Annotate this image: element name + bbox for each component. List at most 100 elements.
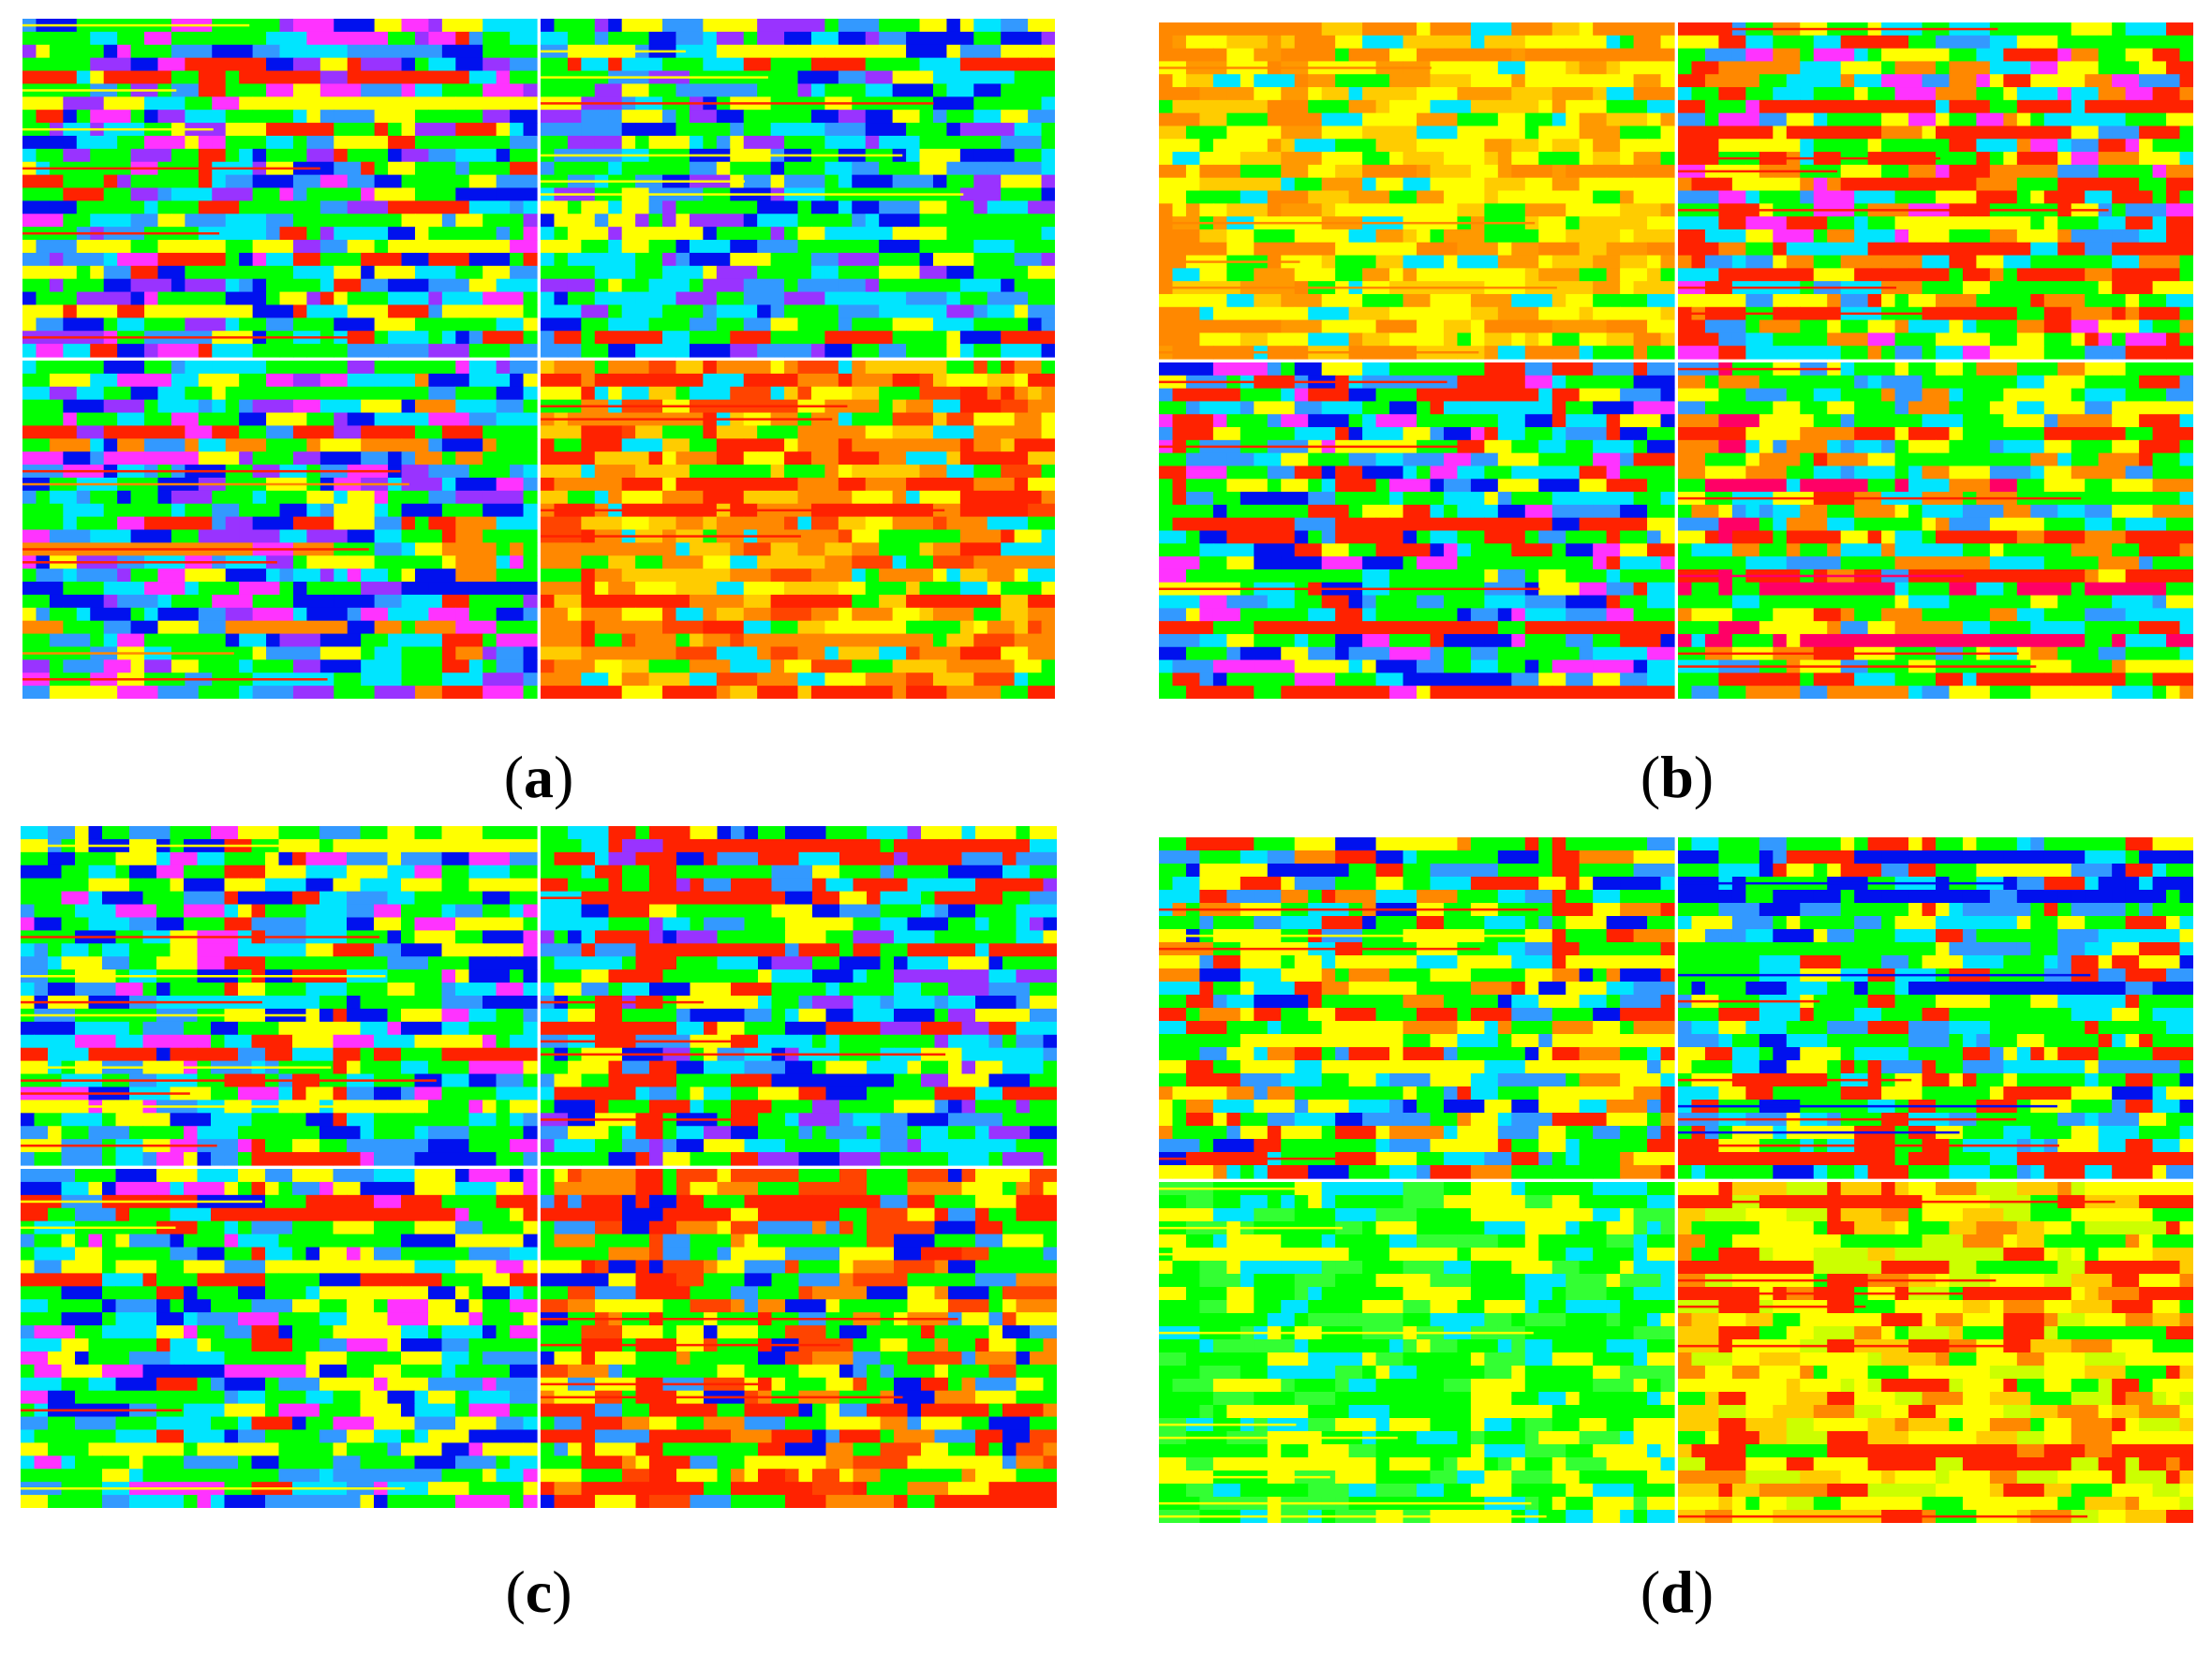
heatmap-cell	[1199, 633, 1214, 648]
heatmap-cell	[1647, 659, 1675, 673]
heatmap-cell	[1867, 517, 1896, 532]
heatmap-cell	[1718, 672, 1760, 687]
heatmap-cell	[1417, 87, 1432, 101]
heatmap-cell	[1881, 99, 1909, 114]
heatmap-cell	[785, 1021, 827, 1036]
heatmap-cell	[2071, 152, 2100, 166]
heatmap-cell	[2112, 633, 2127, 648]
heatmap-cell	[2098, 556, 2140, 570]
heatmap-cell	[1854, 414, 1896, 428]
heatmap-cell	[292, 361, 321, 375]
heatmap-cell	[1470, 543, 1512, 557]
heatmap-cell	[1894, 87, 1937, 101]
heatmap-cell	[743, 451, 758, 465]
heatmap-cell	[1718, 139, 1760, 153]
heatmap-cell	[1538, 216, 1566, 230]
heatmap-cell	[414, 983, 443, 997]
heatmap-cell	[608, 838, 623, 853]
heatmap-cell	[319, 1139, 348, 1153]
heatmap-cell	[455, 838, 497, 853]
heatmap-cell	[946, 633, 974, 648]
heatmap-cell	[975, 917, 990, 931]
heatmap-cell	[675, 477, 690, 492]
heatmap-cell	[1949, 439, 1991, 454]
heatmap-cell	[1470, 672, 1512, 687]
heatmap-cell	[744, 943, 786, 957]
heatmap-cell	[171, 503, 186, 518]
heatmap-cell	[1041, 542, 1055, 556]
heatmap-cell	[1226, 306, 1269, 321]
heatmap-cell	[2179, 48, 2193, 63]
heatmap-cell	[401, 438, 430, 452]
heatmap-cell	[635, 214, 650, 228]
heatmap-cell	[594, 291, 636, 306]
heatmap-cell	[1922, 375, 1951, 390]
heatmap-cell	[2125, 608, 2167, 622]
heatmap-cell	[171, 659, 200, 673]
heatmap-cell	[523, 503, 538, 518]
heatmap-cell	[894, 838, 909, 853]
heatmap-cell	[1881, 281, 1923, 295]
heatmap-cell	[1403, 492, 1445, 506]
heatmap-cell	[90, 344, 118, 358]
heatmap-cell	[1294, 112, 1323, 127]
heatmap-cell	[541, 826, 556, 840]
heatmap-cell	[1827, 346, 1842, 360]
heatmap-cell	[716, 200, 758, 214]
heatmap-cell	[1212, 427, 1241, 441]
heatmap-cell	[1678, 99, 1706, 114]
heatmap-cell	[2003, 504, 2031, 519]
heatmap-cell	[1511, 74, 1526, 88]
heatmap-cell	[581, 318, 609, 332]
heatmap-cell	[541, 465, 569, 479]
heatmap-cell	[1041, 425, 1055, 439]
heatmap-cell	[1566, 99, 1608, 114]
heatmap-cell	[2043, 112, 2086, 127]
heatmap-cell	[496, 123, 511, 137]
heatmap-cell	[468, 161, 511, 176]
heatmap-cell	[1633, 492, 1662, 506]
heatmap-row-line	[21, 936, 379, 938]
heatmap-cell	[1028, 373, 1055, 388]
heatmap-cell	[1827, 401, 1855, 415]
heatmap-cell	[252, 659, 294, 673]
heatmap-cell	[906, 331, 948, 345]
heatmap-cell	[1484, 319, 1512, 333]
heatmap-cell	[2016, 479, 2045, 493]
heatmap-cell	[1908, 401, 1951, 415]
heatmap-cell	[1511, 242, 1539, 257]
heatmap-cell	[1281, 362, 1296, 377]
heatmap-cell	[428, 240, 470, 254]
heatmap-cell	[1566, 35, 1594, 50]
heatmap-cell	[853, 878, 895, 893]
heatmap-cell	[1813, 255, 1842, 269]
heatmap-cell	[865, 83, 894, 97]
heatmap-cell	[117, 373, 132, 388]
heatmap-cell	[1867, 375, 1882, 390]
heatmap-cell	[865, 110, 894, 124]
heatmap-cell	[496, 878, 511, 893]
heatmap-cell	[1786, 112, 1815, 127]
heatmap-cell	[1321, 126, 1350, 140]
heatmap-cell	[2098, 35, 2140, 50]
heatmap-cell	[319, 996, 348, 1010]
heatmap-cell	[1840, 319, 1869, 333]
heatmap-cell	[879, 214, 921, 228]
heatmap-cell	[61, 917, 90, 931]
heatmap-cell	[946, 344, 961, 358]
heatmap-cell	[510, 891, 538, 906]
heatmap-cell	[63, 96, 105, 111]
heatmap-cell	[567, 57, 582, 72]
heatmap-cell	[1731, 48, 1746, 63]
heatmap-cell	[102, 891, 144, 906]
heatmap-cell	[1484, 439, 1512, 454]
heatmap-cell	[1881, 439, 1896, 454]
heatmap-cell	[1001, 174, 1043, 189]
heatmap-cell	[581, 304, 609, 318]
heatmap-cell	[1484, 427, 1499, 441]
heatmap-cell	[347, 96, 389, 111]
heatmap-cell	[1226, 48, 1254, 63]
heatmap-cell	[441, 1073, 470, 1088]
heatmap-cell	[224, 956, 266, 970]
heatmap-cell	[770, 227, 785, 241]
